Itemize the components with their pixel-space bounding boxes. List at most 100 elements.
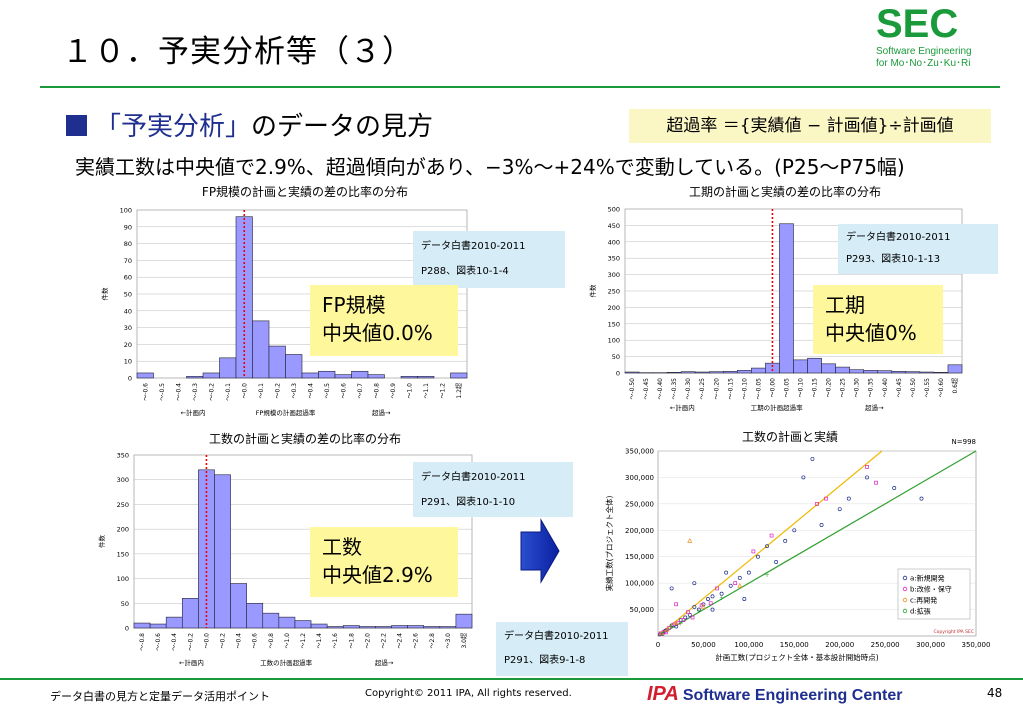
y-tick-label: 100: [120, 207, 132, 215]
y-tick-label: 350: [608, 255, 620, 263]
legend-label: d:拡張: [910, 607, 931, 616]
bar: [877, 370, 893, 374]
footer-rule: [0, 678, 1023, 680]
callout-line2: 中央値0.0%: [322, 321, 433, 345]
y-tick-label: 40: [124, 307, 132, 315]
data-point: [657, 632, 662, 637]
note-line1: データ白書2010-2011: [421, 472, 526, 483]
x-tick-label: 〜0.40: [882, 378, 889, 398]
bar: [214, 474, 231, 629]
legend-label: c:再開発: [910, 596, 937, 605]
y-tick-label: 250: [117, 501, 129, 509]
bar: [202, 372, 220, 379]
bar: [334, 374, 352, 379]
data-point: [674, 602, 679, 607]
data-point: [765, 544, 769, 549]
fp-source-note: データ白書2010-2011 P288、図表10-1-4: [413, 231, 565, 288]
x-tick-label: 〜0.00: [769, 378, 776, 398]
bar: [455, 613, 473, 629]
legend-label: b:改修・保守: [910, 585, 952, 594]
x-tick-label: 〜-0.40: [657, 378, 664, 400]
x-annotation-left: ←計画内: [179, 658, 204, 667]
y-tick-label: 50: [612, 353, 620, 361]
data-point: [659, 630, 665, 636]
x-tick-label: 〜0.3: [291, 383, 298, 399]
bar: [375, 626, 392, 629]
data-point: [874, 480, 878, 485]
x-tick-label: 〜0.20: [826, 378, 833, 398]
bar: [351, 370, 369, 379]
callout-line1: 工数: [322, 535, 362, 559]
data-point: [837, 507, 842, 512]
x-tick-label: 〜0.8: [268, 633, 275, 649]
y-tick-label: 60: [124, 274, 132, 282]
note-line2: P291、図表10-1-10: [421, 497, 516, 508]
bar: [793, 359, 808, 374]
data-point: [792, 528, 797, 533]
x-tick-label: 〜0.55: [924, 378, 931, 398]
data-point: [737, 583, 743, 588]
data-point: [801, 475, 806, 480]
y-tick-label: 300: [117, 476, 129, 484]
y-tick-label: 50: [124, 291, 132, 299]
callout-line1: 工期: [825, 293, 865, 317]
note-line1: データ白書2010-2011: [846, 232, 951, 243]
x-tick-label: 200,000: [825, 641, 854, 649]
y-tick-label: 10: [124, 358, 132, 366]
x-tick-label: 〜-0.5: [159, 383, 166, 401]
bar: [367, 374, 385, 379]
y-axis-label: 件数: [97, 535, 106, 549]
bar: [391, 625, 408, 629]
x-tick-label: 〜2.0: [364, 633, 371, 649]
x-annotation-right: 超過→: [865, 403, 884, 412]
bar: [326, 626, 344, 629]
chart-copyright: Copyright IPA SEC: [933, 629, 974, 635]
bar: [765, 362, 780, 374]
x-tick-label: 〜2.8: [429, 633, 436, 649]
x-tick-label: 〜-0.20: [713, 378, 720, 400]
data-point: [715, 586, 719, 591]
y-tick-label: 100: [608, 337, 620, 345]
bar: [680, 371, 696, 374]
period-source-note: データ白書2010-2011 P293、図表10-1-13: [838, 224, 998, 274]
legend-box: [897, 568, 971, 620]
x-tick-label: 〜0.45: [896, 378, 903, 398]
bar: [149, 623, 167, 629]
center-name: Software Engineering Center: [682, 687, 903, 704]
bar: [407, 625, 425, 629]
bar: [417, 376, 435, 379]
data-point: [681, 618, 686, 622]
x-tick-label: 〜1.2: [300, 633, 307, 649]
right-arrow-icon: [520, 518, 560, 584]
x-annotation-left: ←計画内: [181, 408, 206, 417]
x-tick-label: 〜-0.30: [685, 378, 692, 400]
y-tick-label: 400: [608, 238, 620, 246]
bar: [891, 371, 907, 374]
x-tick-label: 〜0.0: [203, 633, 210, 649]
note-line1: データ白書2010-2011: [421, 241, 526, 252]
heading-text: のデータの見方: [251, 112, 434, 142]
y-tick-label: 200: [117, 526, 129, 534]
x-tick-label: 〜-0.1: [225, 383, 232, 401]
bar: [849, 369, 865, 374]
data-point: [692, 581, 697, 586]
y-tick-label: 100,000: [625, 580, 654, 588]
x-tick-label: 350,000: [962, 641, 991, 649]
effort-median-callout: 工数 中央値2.9%: [310, 527, 458, 597]
data-point: [742, 597, 747, 601]
data-point: +: [765, 572, 770, 579]
data-point: +: [696, 608, 701, 615]
x-tick-label: 〜-0.8: [139, 633, 146, 651]
footer-left-text: データ白書の見方と定量データ活用ポイント: [50, 690, 270, 703]
bar: [439, 626, 457, 629]
y-tick-label: 150: [117, 550, 129, 558]
x-axis-label: 工期の計画超過率: [751, 403, 804, 412]
bar: [779, 223, 794, 374]
bar: [136, 372, 154, 379]
x-tick-label: 〜0.10: [798, 378, 805, 398]
data-point: [824, 496, 828, 501]
x-tick-label: 〜1.4: [316, 633, 323, 649]
summary-text: 実績工数は中央値で2.9%、超過傾向があり、−3%〜+24%で変動している。(P…: [75, 155, 905, 179]
legend-marker: [902, 597, 908, 603]
data-point: [774, 560, 779, 564]
